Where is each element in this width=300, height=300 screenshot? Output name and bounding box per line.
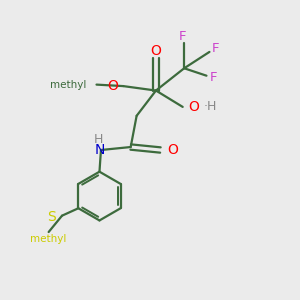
Text: N: N xyxy=(94,143,105,157)
Text: O: O xyxy=(188,100,199,114)
Text: F: F xyxy=(209,71,217,84)
Text: ·H: ·H xyxy=(204,100,218,113)
Text: F: F xyxy=(179,30,186,43)
Text: F: F xyxy=(212,42,220,55)
Text: methyl: methyl xyxy=(50,80,86,90)
Text: O: O xyxy=(167,143,178,157)
Text: O: O xyxy=(107,79,118,93)
Text: methyl: methyl xyxy=(31,234,67,244)
Text: O: O xyxy=(151,44,161,58)
Text: H: H xyxy=(94,133,103,146)
Text: S: S xyxy=(47,210,56,224)
